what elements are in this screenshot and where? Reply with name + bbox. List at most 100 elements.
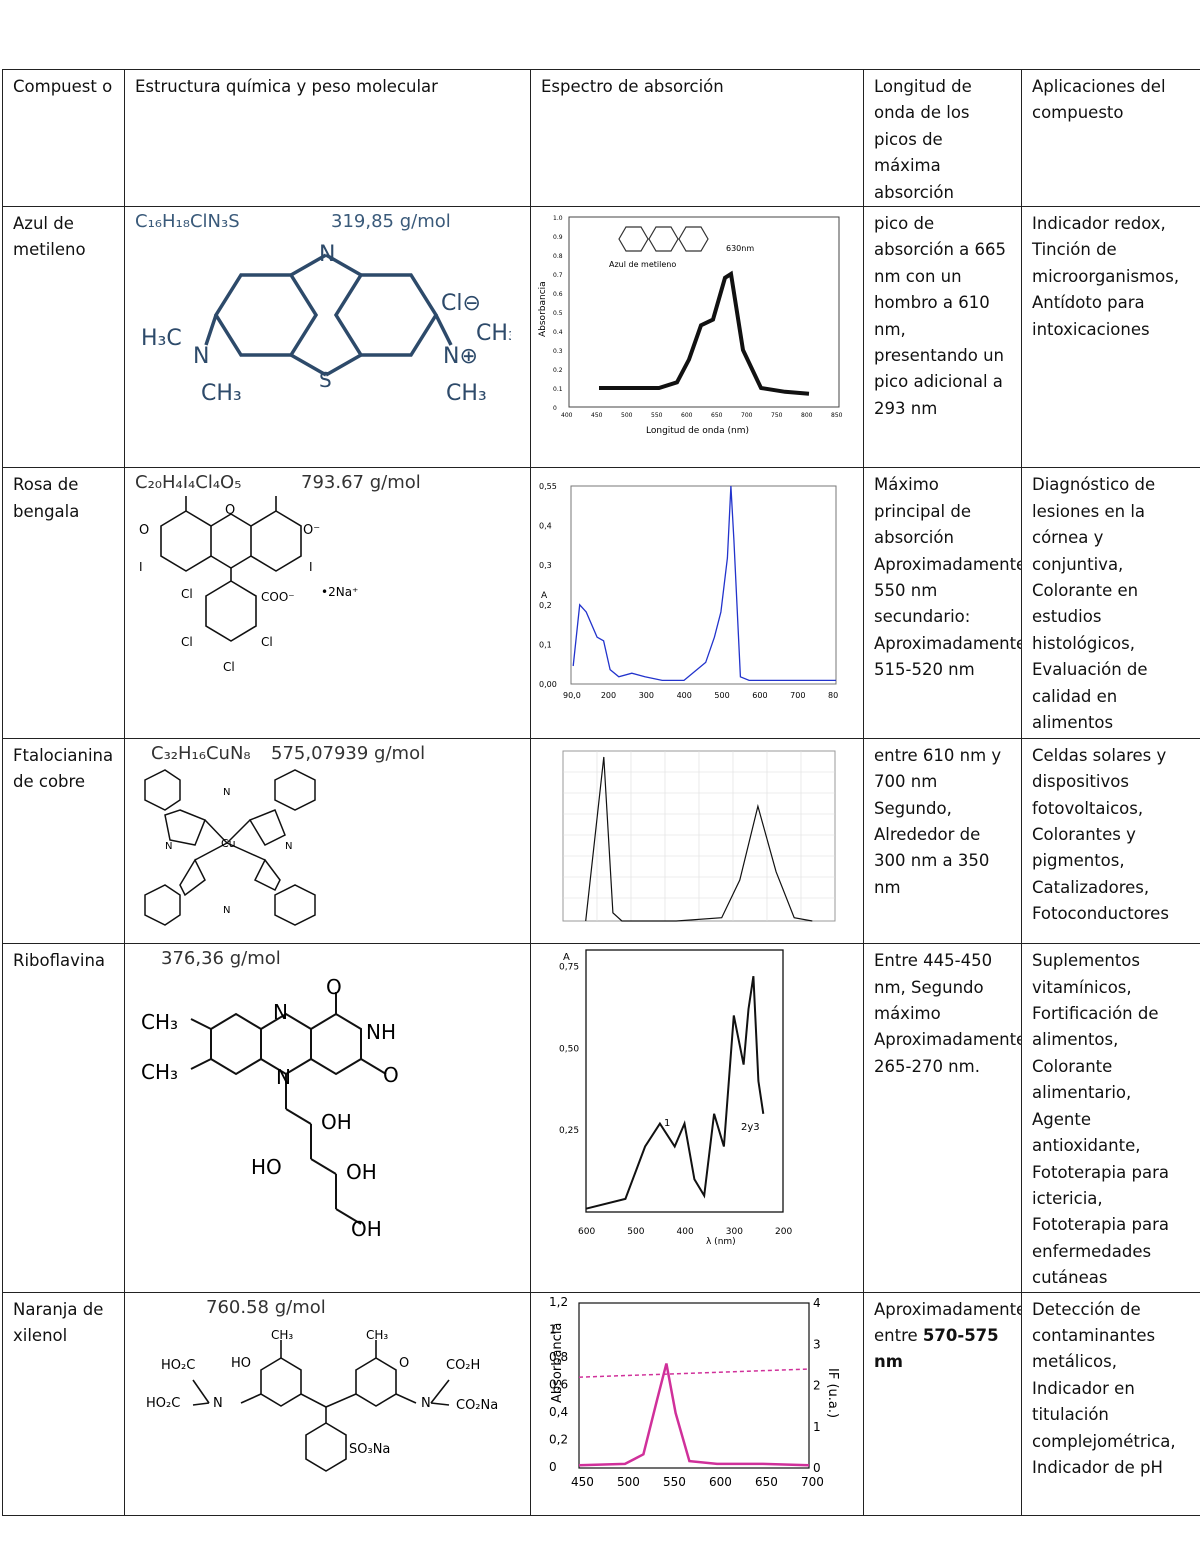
- molecular-weight: 793.67 g/mol: [301, 472, 421, 494]
- svg-text:CH₃: CH₃: [476, 321, 511, 346]
- tick-label: 200: [775, 1227, 792, 1237]
- tick-label: 550: [663, 1475, 686, 1489]
- peak-wavelengths: Entre 445-450 nm, Segundo máximo Aproxim…: [863, 943, 1022, 1293]
- table-row: Riboflavina 376,36 g/mol: [2, 943, 1200, 1293]
- svg-text:Cl: Cl: [261, 635, 273, 649]
- header-spectrum: Espectro de absorción: [530, 68, 864, 208]
- svg-text:CH₃: CH₃: [141, 1060, 178, 1084]
- svg-text:CH₃: CH₃: [366, 1328, 388, 1342]
- tick-label: 600: [752, 691, 767, 700]
- riboflavin-structure: CH₃ CH₃ N O NH O N OH HO OH OH: [141, 975, 399, 1241]
- svg-text:HO: HO: [251, 1155, 282, 1179]
- spectrum-chart-xylenol-orange: Absorbancia IF (u.a.) 450 500 550 600 650 700…: [549, 1295, 840, 1489]
- tick-label: 0,8: [549, 1350, 568, 1364]
- fluorescence-line: [578, 1367, 810, 1378]
- tick-label: 500: [627, 1227, 644, 1237]
- svg-text:CH₃: CH₃: [446, 381, 487, 406]
- methylene-blue-structure: N S H₃C N CH₃ N⊕ CH₃ CH₃ Cl⊖: [141, 242, 511, 406]
- tick-label: 0.2: [553, 367, 563, 374]
- spectrum-cell: A 90,0 200 300 400 500 600 700 80 0,00 0,1 0,2 0,3 0…: [530, 467, 864, 739]
- svg-text:SO₃Na: SO₃Na: [349, 1442, 390, 1457]
- tick-label: 600: [681, 412, 693, 419]
- svg-text:CO₂Na: CO₂Na: [456, 1398, 498, 1413]
- header-applications: Aplicaciones del compuesto: [1021, 68, 1200, 208]
- y-axis-label: A: [541, 591, 548, 601]
- spectrum-chart-methylene-blue: Absorbancia Longitud de onda (nm) Azul d…: [538, 215, 843, 436]
- tick-label: 4: [813, 1296, 821, 1310]
- spectrum-line: [585, 976, 765, 1210]
- tick-label: 550: [651, 412, 663, 419]
- svg-text:N: N: [276, 1065, 291, 1089]
- inset-label: Azul de metileno: [609, 260, 676, 269]
- tick-label: 0,3: [539, 562, 552, 571]
- formula: C₂₀H₄I₄Cl₄O₅: [135, 472, 242, 494]
- x-axis-label: Longitud de onda (nm): [646, 426, 749, 436]
- tick-label: 0.7: [553, 272, 563, 279]
- spectrum-chart-rose-bengal: A 90,0 200 300 400 500 600 700 80 0,00 0,1 0,2 0,3 0…: [539, 482, 838, 700]
- svg-text:O: O: [225, 503, 235, 518]
- tick-label: 0,1: [539, 641, 552, 650]
- applications: Diagnóstico de lesiones en la córnea y c…: [1021, 467, 1200, 739]
- tick-label: 600: [578, 1227, 595, 1237]
- svg-text:N: N: [165, 841, 172, 852]
- table-row: Rosa de bengala C₂₀H₄I₄Cl₄O₅ 793.67 g/mo…: [2, 467, 1200, 739]
- tick-label: 0.3: [553, 348, 563, 355]
- molecular-weight: 376,36 g/mol: [161, 948, 281, 970]
- peak-label: 630nm: [726, 244, 754, 253]
- tick-label: 700: [801, 1475, 824, 1489]
- tick-label: 0.5: [553, 310, 563, 317]
- formula: C₁₆H₁₈ClN₃S: [135, 211, 240, 233]
- svg-text:S: S: [319, 368, 332, 392]
- tick-label: 0.4: [553, 329, 563, 336]
- header-row: Compuest o Estructura química y peso mol…: [2, 68, 1200, 208]
- svg-text:O: O: [139, 523, 149, 538]
- header-wavelength: Longitud de onda de los picos de máxima …: [863, 68, 1022, 208]
- table-row: Ftalocianina de cobre C₃₂H₁₆CuN₈ 575,079…: [2, 737, 1200, 945]
- svg-text:OH: OH: [346, 1160, 377, 1184]
- x-axis-label: λ (nm): [706, 1237, 736, 1247]
- xylenol-orange-structure: CH₃ CH₃ HO O HO₂C HO₂C N N CO₂H CO₂Na SO…: [146, 1328, 498, 1472]
- peak-wavelengths: entre 610 nm y 700 nm Segundo, Alrededor…: [863, 737, 1022, 945]
- compound-table: Compuest o Estructura química y peso mol…: [2, 68, 1200, 1516]
- svg-text:H₃C: H₃C: [141, 326, 182, 351]
- y-axis-label: A: [563, 952, 570, 963]
- rose-bengal-structure: O O O⁻ I I COO⁻ •2Na⁺ Cl Cl Cl Cl: [139, 496, 358, 674]
- structure-cell: 760.58 g/mol CH₃ CH₃ H: [124, 1291, 531, 1516]
- tick-label: 0.1: [553, 386, 563, 393]
- tick-label: 0,2: [549, 1432, 568, 1446]
- peak-wavelengths: Máximo principal de absorción Aproximada…: [863, 467, 1022, 739]
- tick-label: 750: [771, 412, 783, 419]
- band-label-2y3: 2y3: [741, 1122, 760, 1133]
- tick-label: 450: [571, 1475, 594, 1489]
- tick-label: 400: [677, 1227, 694, 1237]
- tick-label: 700: [790, 691, 805, 700]
- applications: Indicador redox, Tinción de microorganis…: [1021, 206, 1200, 469]
- svg-text:N⊕: N⊕: [443, 344, 478, 369]
- svg-text:N: N: [223, 787, 230, 798]
- table-row: Azul de metileno C₁₆H₁₈ClN₃S 319,85 g/mo…: [2, 206, 1200, 469]
- tick-label: 1,2: [549, 1295, 568, 1309]
- band-label-1: 1: [664, 1118, 670, 1129]
- svg-text:CO₂H: CO₂H: [446, 1358, 480, 1373]
- svg-text:OH: OH: [351, 1217, 382, 1241]
- svg-text:N: N: [421, 1396, 431, 1411]
- svg-text:N: N: [193, 344, 209, 369]
- peaks-text: Aproximadamente entre: [874, 1299, 1022, 1345]
- tick-label: 2: [813, 1378, 821, 1392]
- spectrum-cell: [530, 737, 864, 945]
- svg-text:Cl⊖: Cl⊖: [441, 291, 481, 316]
- tick-label: 1: [813, 1419, 821, 1433]
- svg-text:CH₃: CH₃: [201, 381, 242, 406]
- svg-text:O: O: [326, 975, 342, 999]
- svg-text:O⁻: O⁻: [303, 523, 320, 538]
- compound-name: Azul de metileno: [2, 206, 125, 469]
- tick-label: 0: [549, 1460, 557, 1474]
- tick-label: 0.8: [553, 253, 563, 260]
- tick-label: 0: [553, 405, 557, 412]
- peaks-bold: 570-575 nm: [874, 1325, 999, 1372]
- y2-axis-label: IF (u.a.): [825, 1368, 840, 1418]
- tick-label: 650: [711, 412, 723, 419]
- molecular-weight: 760.58 g/mol: [206, 1296, 326, 1318]
- peak-wavelengths: Aproximadamente entre 570-575 nm: [863, 1291, 1022, 1516]
- svg-text:HO₂C: HO₂C: [161, 1358, 195, 1373]
